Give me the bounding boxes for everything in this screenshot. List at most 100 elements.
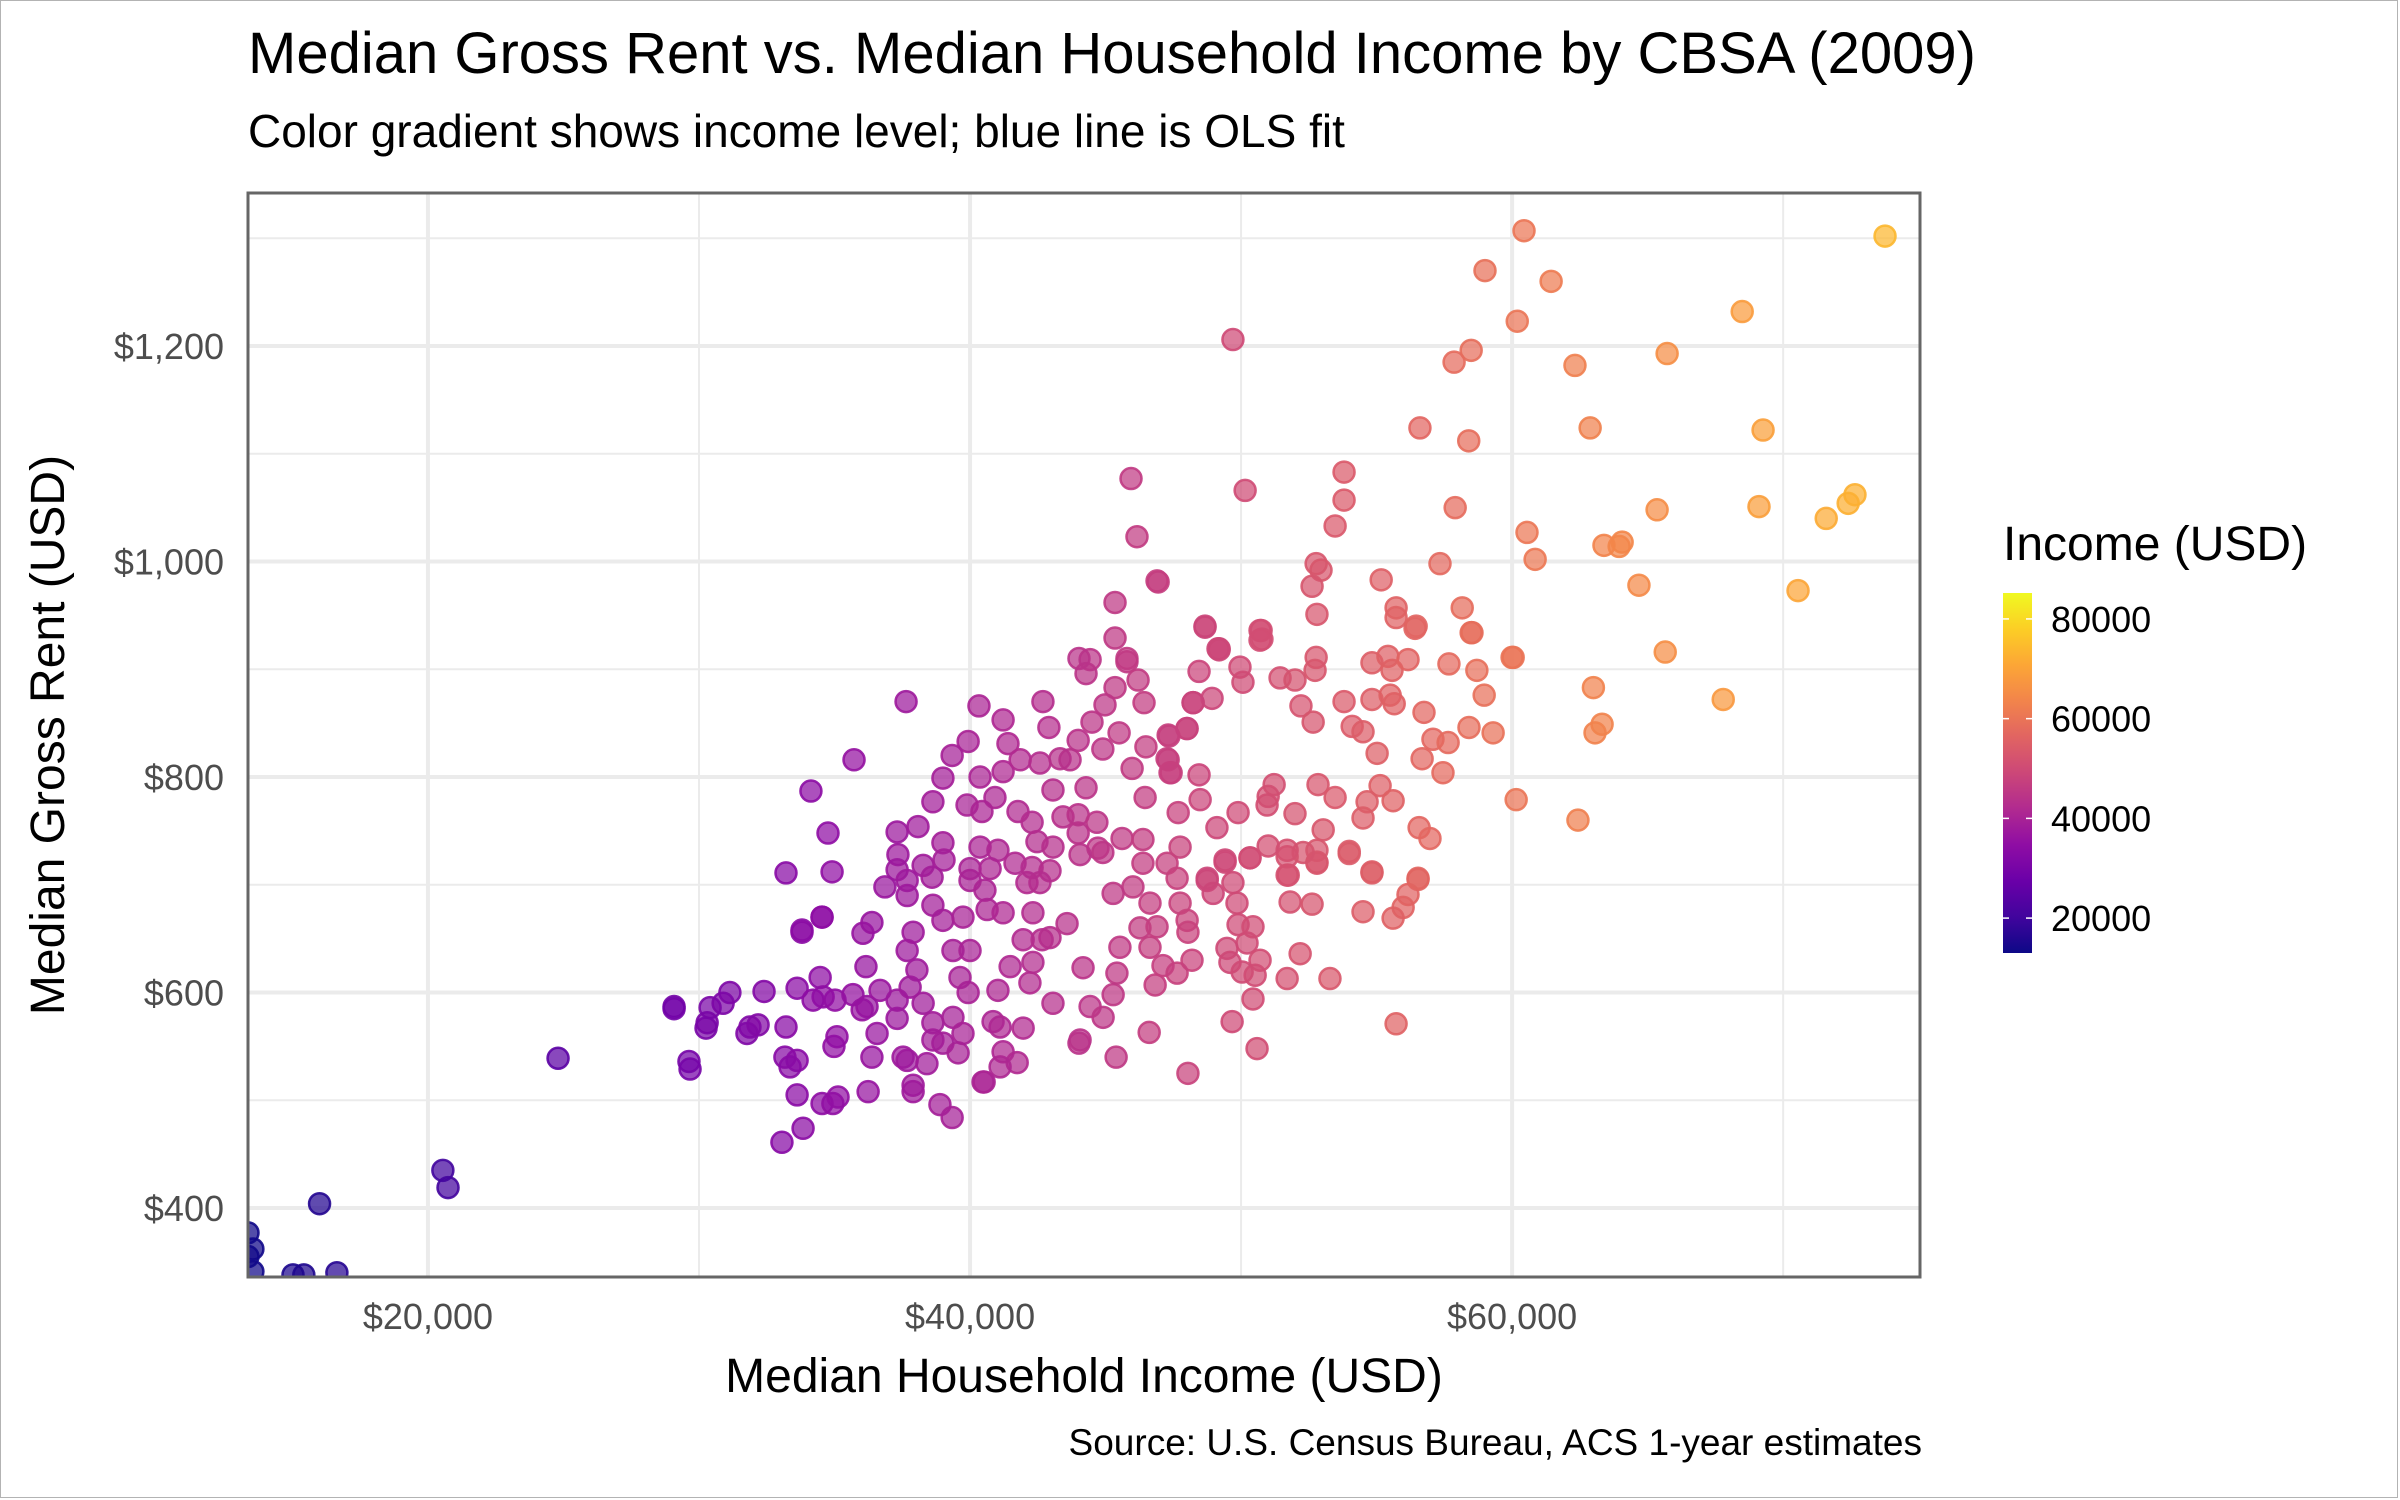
data-point — [1008, 748, 1032, 772]
data-point — [1442, 350, 1466, 374]
data-point — [785, 1083, 809, 1107]
data-point — [1225, 891, 1249, 915]
data-point — [1283, 801, 1307, 826]
data-point — [810, 905, 834, 929]
data-point — [1038, 925, 1062, 950]
data-point — [1074, 776, 1098, 800]
data-point — [292, 1263, 316, 1277]
data-point — [1093, 693, 1117, 717]
data-points — [248, 218, 1897, 1277]
data-point — [1221, 327, 1245, 352]
data-point — [1751, 418, 1775, 442]
data-point — [1368, 773, 1392, 798]
data-point — [1450, 596, 1474, 620]
data-point — [1067, 646, 1091, 671]
data-point — [1176, 1061, 1200, 1086]
data-point — [1418, 826, 1442, 851]
data-point — [1814, 506, 1838, 531]
data-point — [988, 1015, 1012, 1039]
data-point — [1275, 863, 1299, 887]
data-point — [1168, 835, 1192, 859]
data-point — [905, 958, 929, 982]
data-point — [1590, 712, 1614, 736]
legend-colorbar — [2003, 593, 2032, 953]
plot-border — [246, 191, 1922, 1279]
data-point — [1151, 953, 1175, 978]
data-point — [1283, 668, 1307, 692]
data-point — [1176, 920, 1200, 944]
data-point — [1645, 498, 1669, 522]
x-tick-label: $40,000 — [905, 1296, 1035, 1337]
data-point — [1303, 658, 1327, 683]
data-point — [951, 1021, 975, 1046]
data-point — [1747, 494, 1771, 519]
data-point — [1080, 710, 1104, 734]
data-point — [808, 965, 832, 990]
data-point — [1566, 808, 1590, 832]
data-point — [1226, 800, 1250, 825]
data-point — [1221, 870, 1245, 895]
data-point — [1523, 547, 1547, 572]
data-point — [1108, 935, 1132, 960]
data-point — [1711, 687, 1735, 712]
data-point — [856, 1079, 880, 1104]
data-point — [921, 893, 945, 918]
data-point — [1132, 690, 1156, 715]
data-point — [948, 965, 972, 990]
data-point — [1465, 658, 1489, 683]
data-point — [770, 1130, 794, 1155]
data-point — [1205, 815, 1229, 840]
data-point — [991, 708, 1015, 732]
data-point — [940, 1105, 964, 1130]
data-point — [546, 1046, 570, 1071]
data-point — [991, 901, 1015, 925]
data-point — [1381, 788, 1405, 813]
data-point — [1021, 950, 1045, 975]
data-point — [1300, 574, 1324, 599]
data-point — [1443, 495, 1467, 520]
data-point — [1020, 810, 1044, 835]
data-point — [1578, 416, 1602, 440]
data-point — [1456, 429, 1481, 453]
data-point — [820, 860, 844, 884]
data-point — [855, 994, 879, 1019]
data-point — [1103, 675, 1127, 700]
data-point — [1145, 915, 1169, 939]
data-point — [307, 1191, 332, 1216]
data-point — [1278, 890, 1302, 914]
data-point — [1138, 935, 1162, 960]
data-point — [895, 883, 919, 908]
data-point — [978, 856, 1002, 881]
data-point — [1410, 746, 1434, 771]
data-point — [790, 918, 814, 942]
data-point — [956, 729, 980, 754]
data-point — [951, 905, 975, 929]
data-point — [1873, 224, 1897, 248]
data-point — [1180, 948, 1204, 972]
y-tick-label: $400 — [144, 1188, 224, 1229]
data-point — [1041, 835, 1065, 859]
data-point — [1220, 1009, 1244, 1034]
data-point — [967, 694, 991, 718]
data-point — [972, 1070, 996, 1094]
data-point — [325, 1260, 349, 1277]
data-point — [1028, 751, 1052, 775]
data-point — [1505, 309, 1529, 333]
data-point — [986, 978, 1010, 1003]
data-point — [1091, 737, 1115, 761]
data-point — [1380, 658, 1404, 683]
data-point — [1231, 670, 1255, 694]
data-point — [854, 954, 878, 979]
x-axis-title: Median Household Income (USD) — [725, 1350, 1443, 1403]
data-point — [1332, 488, 1356, 512]
data-point — [1332, 689, 1356, 714]
data-point — [248, 1259, 265, 1277]
chart-subtitle: Color gradient shows income level; blue … — [248, 105, 1345, 157]
data-point — [1381, 906, 1405, 930]
data-point — [1091, 1005, 1115, 1030]
data-point — [1021, 901, 1045, 925]
data-point — [973, 878, 997, 902]
data-point — [1460, 620, 1484, 645]
data-point — [1323, 785, 1347, 810]
